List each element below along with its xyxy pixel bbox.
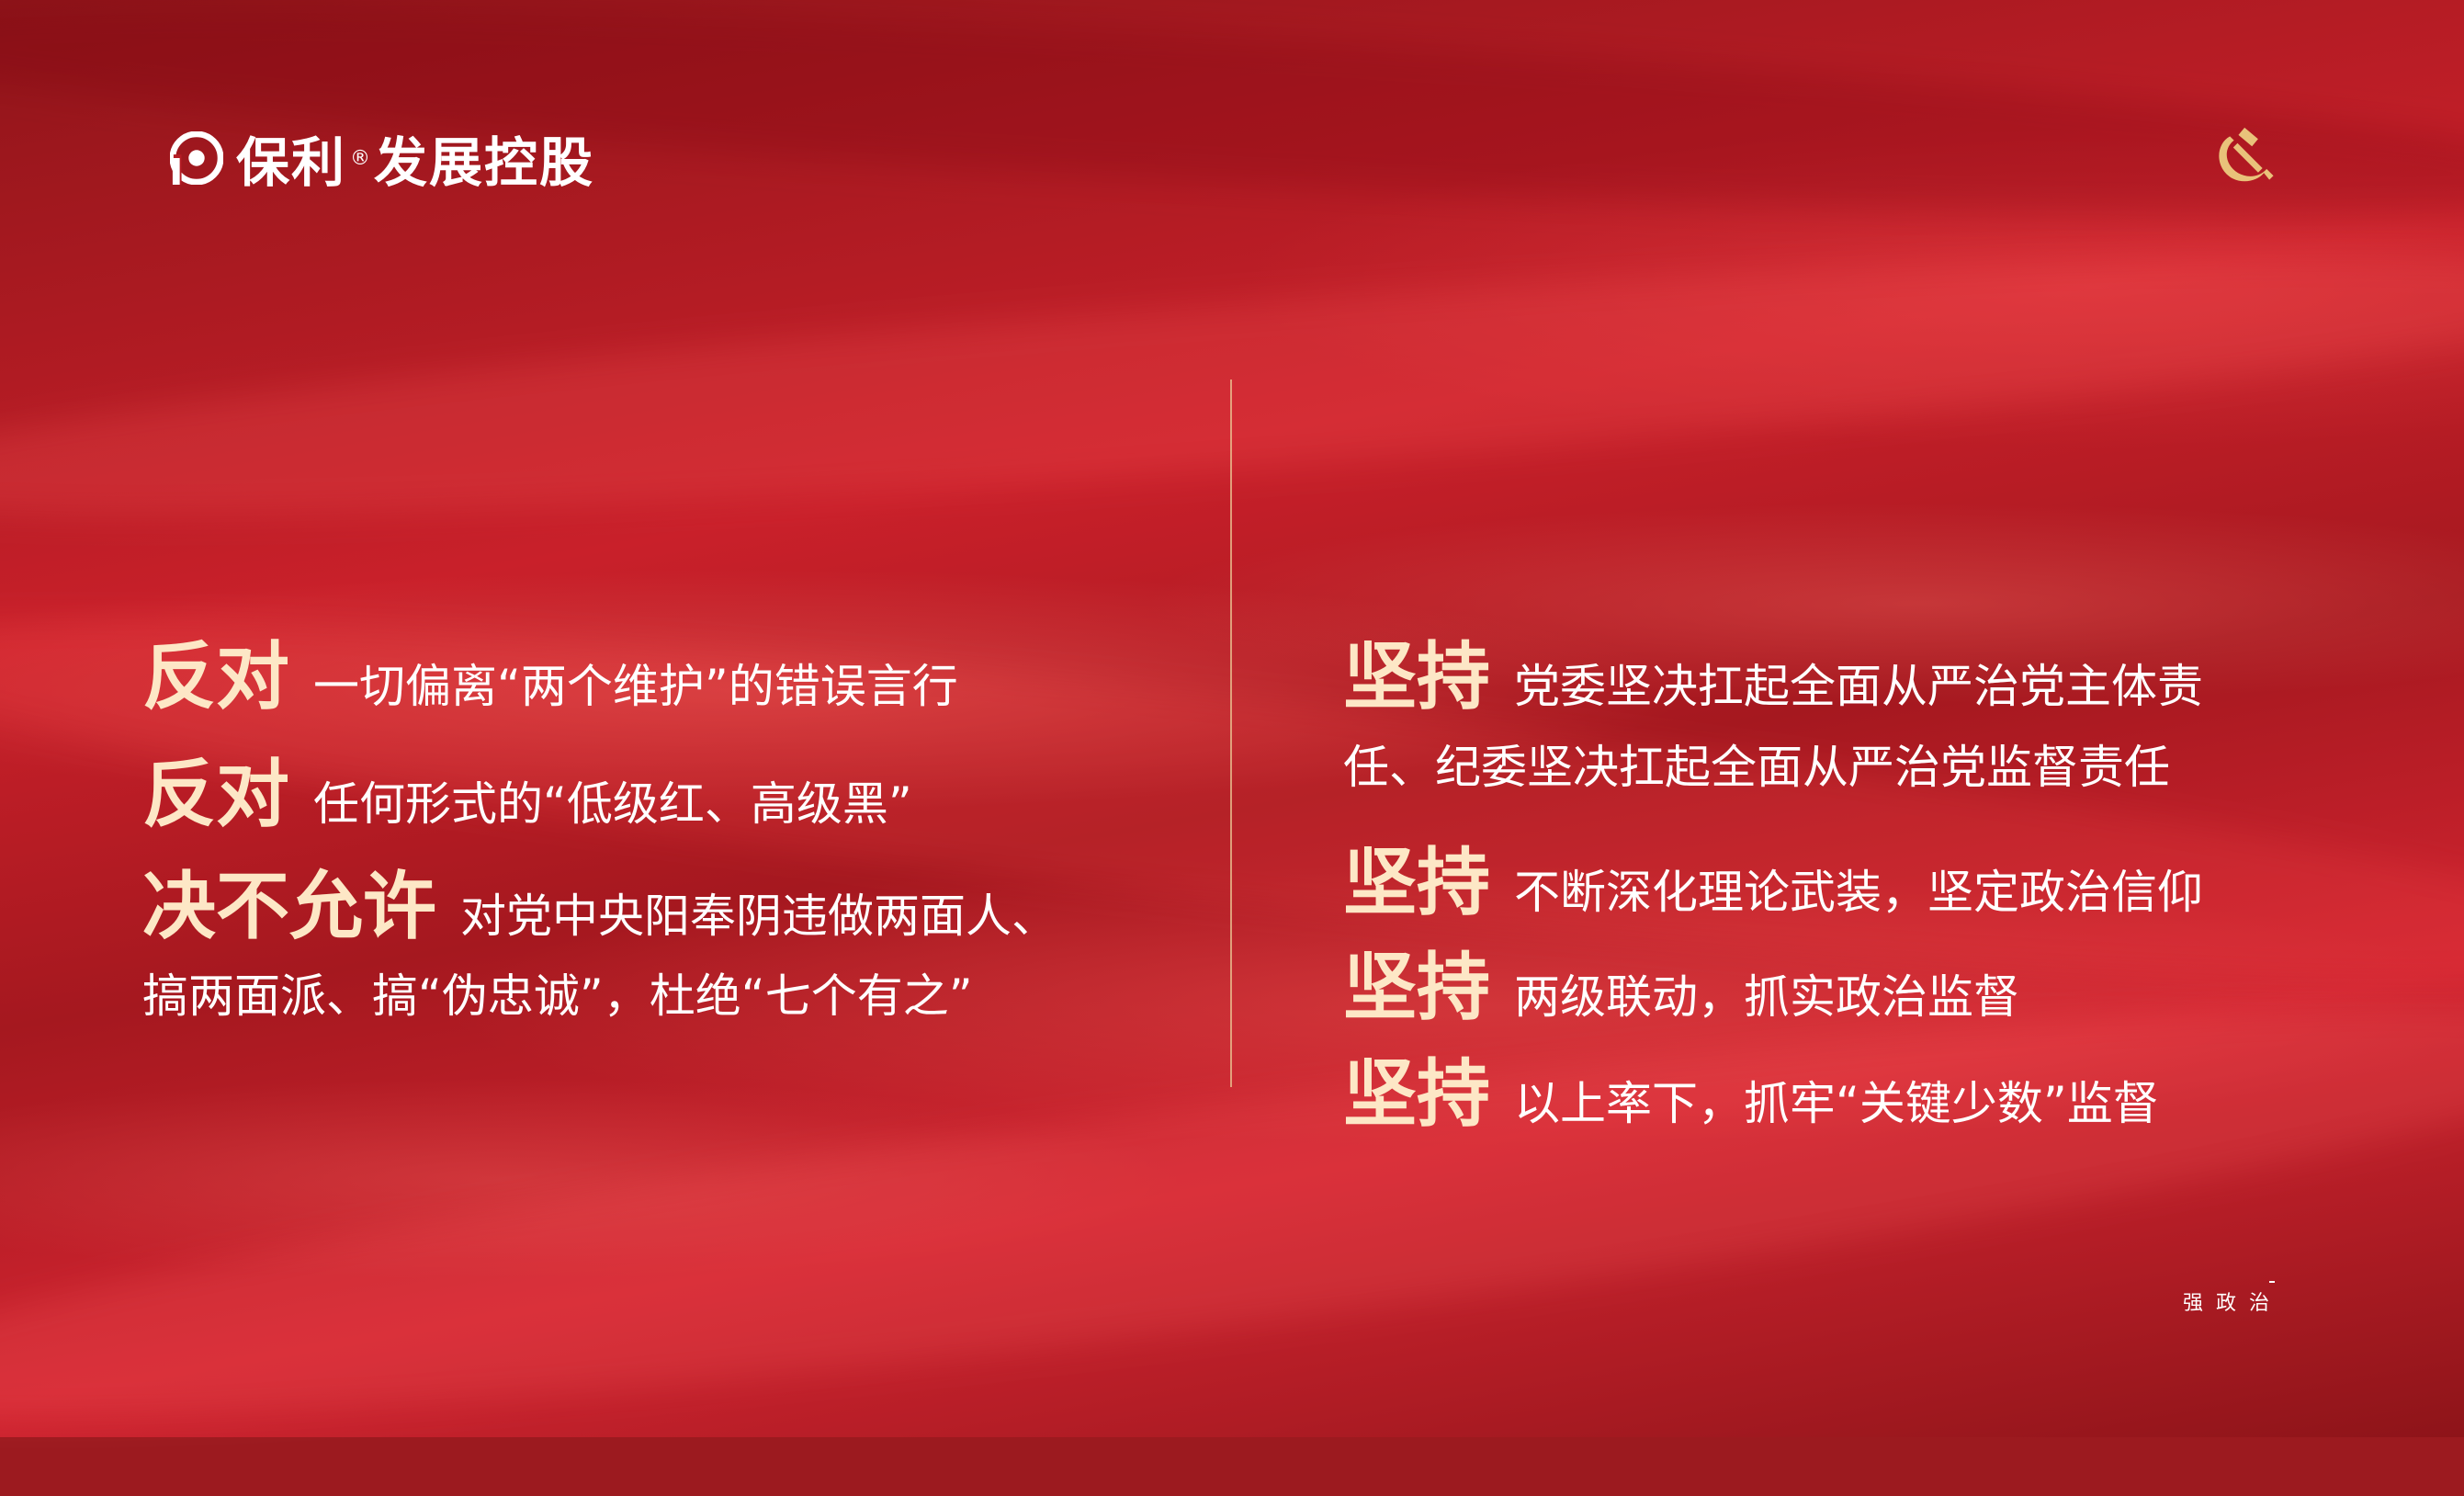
statement: 党委坚决扛起全面从严治党主体责 <box>1514 660 2203 713</box>
right-item-1-continuation: 任、纪委坚决扛起全面从严治党监督责任 <box>1343 731 2170 797</box>
statement-continuation: 任、纪委坚决扛起全面从严治党监督责任 <box>1343 741 2170 794</box>
right-item-2: 坚持 不断深化理论武装，坚定政治信仰 <box>1343 823 2203 930</box>
keyword: 决不允许 <box>142 864 436 949</box>
poly-logo-icon <box>170 131 223 185</box>
statement: 对党中央阳奉阴违做两面人、 <box>460 890 1057 943</box>
keyword: 坚持 <box>1343 840 1490 925</box>
keyword: 反对 <box>142 634 289 720</box>
keyword: 坚持 <box>1343 945 1490 1030</box>
vertical-divider <box>1230 380 1232 1087</box>
left-item-2: 反对 任何形式的“低级红、高级黑” <box>142 735 912 842</box>
right-item-3: 坚持 两级联动，抓实政治监督 <box>1343 928 2019 1035</box>
logo-name-post: 发展控股 <box>374 131 595 194</box>
left-item-1: 反对 一切偏离“两个维护”的错误言行 <box>142 618 958 724</box>
statement: 两级联动，抓实政治监督 <box>1514 970 2019 1024</box>
hammer-sickle-icon <box>2219 127 2274 182</box>
silk-wave <box>0 204 2464 568</box>
statement: 不断深化理论武装，坚定政治信仰 <box>1514 866 2203 919</box>
logo-name-pre: 保利 <box>236 131 347 194</box>
keyword: 坚持 <box>1343 634 1490 720</box>
keyword: 坚持 <box>1343 1051 1490 1137</box>
statement: 任何形式的“低级红、高级黑” <box>313 777 912 831</box>
footer-tag: 强政治 <box>2183 1292 2283 1315</box>
statement: 一切偏离“两个维护”的错误言行 <box>313 660 958 713</box>
left-item-3: 决不允许 对党中央阳奉阴违做两面人、 <box>142 847 1057 954</box>
right-item-4: 坚持 以上率下，抓牢“关键少数”监督 <box>1343 1035 2159 1141</box>
statement-continuation: 搞两面派、搞“伪忠诚”，杜绝“七个有之” <box>142 969 973 1023</box>
statement: 以上率下，抓牢“关键少数”监督 <box>1514 1077 2159 1130</box>
poly-logo: 保利 ® 发展控股 <box>170 119 594 197</box>
right-item-1: 坚持 党委坚决扛起全面从严治党主体责 <box>1343 618 2203 724</box>
footer-dash <box>2269 1281 2275 1283</box>
left-item-3-continuation: 搞两面派、搞“伪忠诚”，杜绝“七个有之” <box>142 959 973 1026</box>
keyword: 反对 <box>142 752 289 837</box>
registered-mark: ® <box>350 146 371 170</box>
